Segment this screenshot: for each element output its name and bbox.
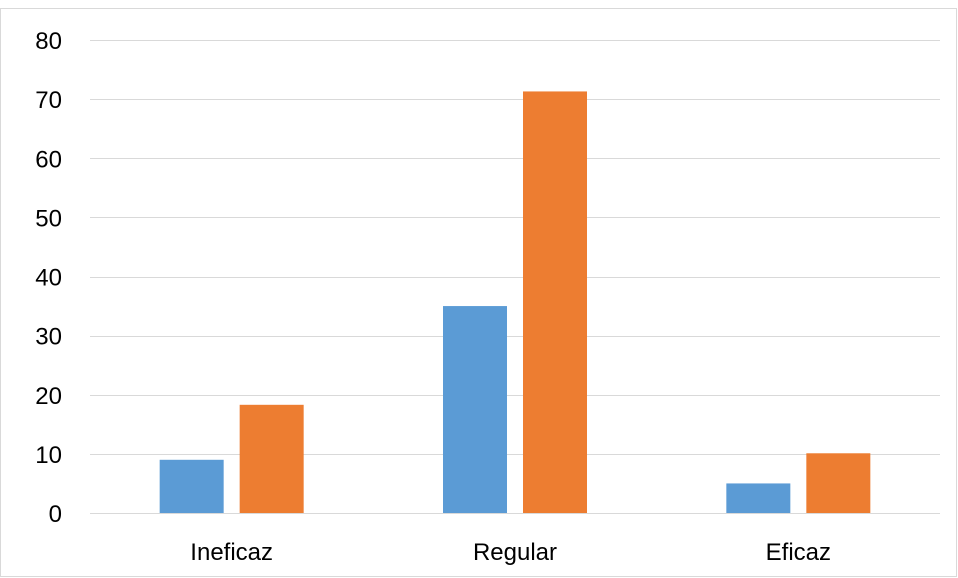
y-axis-ticks: 0 10 20 30 40 50 60 70 80 [35,28,62,528]
y-tick-label: 70 [35,87,62,114]
y-tick-label: 80 [35,28,62,55]
bar-ineficaz-series-1 [159,459,224,513]
gridlines [90,40,940,514]
bars [159,91,871,513]
y-tick-label: 50 [35,205,62,232]
x-tick-label-ineficaz: Ineficaz [190,539,273,566]
bar-regular-series-1 [443,306,507,513]
y-tick-label: 10 [35,442,62,469]
x-tick-label-eficaz: Eficaz [766,539,831,566]
bar-regular-series-2 [523,91,587,513]
y-tick-label: 60 [35,146,62,173]
y-tick-label: 30 [35,324,62,351]
bar-ineficaz-series-2 [239,404,304,513]
bar-eficaz-series-2 [806,453,871,513]
y-tick-label: 0 [49,501,62,528]
x-tick-label-regular: Regular [473,539,557,566]
y-tick-label: 40 [35,265,62,292]
x-axis-ticks: Ineficaz Regular Eficaz [190,539,831,566]
y-tick-label: 20 [35,383,62,410]
bar-eficaz-series-1 [726,483,791,513]
